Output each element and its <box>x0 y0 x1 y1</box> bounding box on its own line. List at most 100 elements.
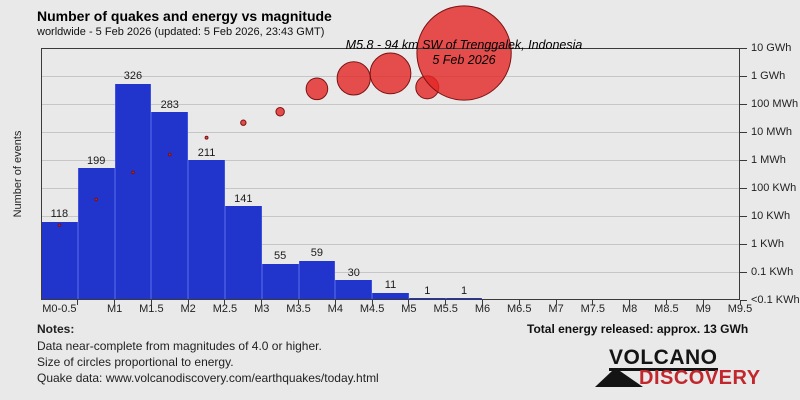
count-bar <box>151 112 189 300</box>
x-axis-tick-label: M3 <box>254 303 270 315</box>
gridline <box>41 243 740 245</box>
right-axis-tick-label: 100 KWh <box>751 181 797 194</box>
x-axis-tick-label: M3.5 <box>286 303 311 315</box>
x-axis-tick <box>371 300 373 305</box>
right-axis-tick <box>740 243 747 245</box>
count-bar <box>224 206 262 300</box>
x-axis-tick-label: M7.5 <box>580 303 606 315</box>
count-bar <box>372 292 409 300</box>
gridline <box>41 187 740 189</box>
right-axis-tick <box>740 103 747 105</box>
gridline <box>41 131 740 133</box>
logo-volcano-text: VOLCANO <box>609 346 718 371</box>
volcano-icon <box>595 371 643 387</box>
right-axis-tick-label: 1 GWh <box>751 69 786 82</box>
count-bar <box>41 221 78 300</box>
bar-value-label: 199 <box>86 154 106 167</box>
bar-value-label: 11 <box>384 279 397 292</box>
x-axis-tick <box>114 300 116 305</box>
logo-discovery-text: DISCOVERY <box>639 367 761 389</box>
x-axis-tick <box>77 300 79 305</box>
bar-value-label: 1 <box>461 284 468 297</box>
right-axis-tick-label: 0.1 KWh <box>751 265 794 278</box>
right-axis-tick <box>740 215 747 217</box>
x-axis-tick <box>629 300 631 305</box>
x-axis-tick <box>408 300 410 305</box>
note-line-completeness: Data near-complete from magnitudes of 4.… <box>37 339 322 353</box>
x-axis-tick-label: M7 <box>548 303 564 315</box>
x-axis-tick <box>445 300 447 305</box>
count-bar <box>77 168 115 300</box>
x-axis-tick-label: M1.5 <box>139 303 164 315</box>
right-axis-tick-label: 1 MWh <box>751 153 786 166</box>
x-axis-tick <box>739 300 741 305</box>
x-axis-tick-label: M0-0.5 <box>42 303 77 315</box>
annotation-quake-location: M5.8 - 94 km SW of Trenggalek, Indonesia <box>345 38 583 52</box>
total-energy-label: Total energy released: approx. 13 GWh <box>527 322 749 336</box>
x-axis-tick-label: M4 <box>327 303 343 315</box>
x-axis-tick <box>702 300 704 305</box>
bar-value-label: 141 <box>234 192 253 205</box>
bar-value-label: 118 <box>50 208 69 221</box>
right-axis-tick-label: 100 MWh <box>751 97 799 110</box>
bar-value-label: 30 <box>347 266 360 279</box>
count-bar <box>114 83 152 300</box>
right-axis-tick-label: 10 GWh <box>751 41 792 54</box>
x-axis-tick-label: M8 <box>621 303 638 315</box>
bar-value-label: 1 <box>424 284 431 297</box>
y-axis-label: Number of events <box>12 130 24 218</box>
volcanodiscovery-logo: VOLCANO DISCOVERY <box>595 346 765 391</box>
chart-subtitle: worldwide - 5 Feb 2026 (updated: 5 Feb 2… <box>37 26 325 38</box>
x-axis-tick-label: M9 <box>695 303 711 315</box>
right-axis-tick <box>740 75 747 77</box>
x-axis-tick <box>298 300 300 305</box>
right-axis-tick-label: 10 MWh <box>751 125 792 138</box>
count-bar <box>261 263 299 300</box>
x-axis-tick <box>665 300 667 305</box>
right-axis-tick-label: 10 KWh <box>751 209 791 222</box>
bar-value-label: 326 <box>123 70 143 83</box>
count-bar <box>188 160 225 300</box>
x-axis-tick-label: M2 <box>180 303 196 315</box>
x-axis-tick-label: M5 <box>401 303 417 315</box>
x-axis-tick-label: M2.5 <box>212 303 238 315</box>
x-axis-tick <box>481 300 483 305</box>
annotation-quake-date: 5 Feb 2026 <box>432 53 496 67</box>
x-axis-tick-label: M8.5 <box>654 303 679 315</box>
right-axis-tick <box>740 131 747 133</box>
right-axis-tick <box>740 159 747 161</box>
x-axis-tick <box>187 300 189 305</box>
bar-value-label: 211 <box>197 146 216 159</box>
bar-value-label: 55 <box>274 250 287 263</box>
count-bar <box>335 280 373 300</box>
x-axis-tick-label: M6 <box>474 303 491 315</box>
x-axis-tick-label: M1 <box>106 303 123 315</box>
x-axis-tick <box>334 300 336 305</box>
x-axis-tick <box>224 300 226 305</box>
gridline <box>41 215 740 217</box>
count-bar <box>445 298 483 300</box>
gridline <box>41 159 740 161</box>
right-axis-tick <box>740 187 747 189</box>
x-axis-tick-label: M4.5 <box>359 303 385 315</box>
gridline <box>41 75 740 77</box>
chart-title: Number of quakes and energy vs magnitude <box>37 8 332 24</box>
gridline <box>41 271 740 273</box>
right-axis-tick <box>740 299 747 301</box>
note-line-circles: Size of circles proportional to energy. <box>37 355 234 369</box>
x-axis-tick-label: M6.5 <box>507 303 532 315</box>
x-axis-tick <box>555 300 557 305</box>
x-axis-tick-label: M9.5 <box>727 303 753 315</box>
x-axis-tick <box>518 300 520 305</box>
right-axis-tick-label: <0.1 KWh <box>751 293 800 306</box>
x-axis-tick <box>150 300 152 305</box>
right-axis-tick-label: 1 KWh <box>751 237 785 250</box>
count-bar <box>298 260 336 300</box>
right-axis-tick <box>740 271 747 273</box>
bar-value-label: 283 <box>160 98 179 111</box>
note-line-source-url: Quake data: www.volcanodiscovery.com/ear… <box>37 371 379 385</box>
x-axis-tick <box>592 300 594 305</box>
notes-heading: Notes: <box>37 322 75 336</box>
right-axis-tick <box>740 47 747 49</box>
